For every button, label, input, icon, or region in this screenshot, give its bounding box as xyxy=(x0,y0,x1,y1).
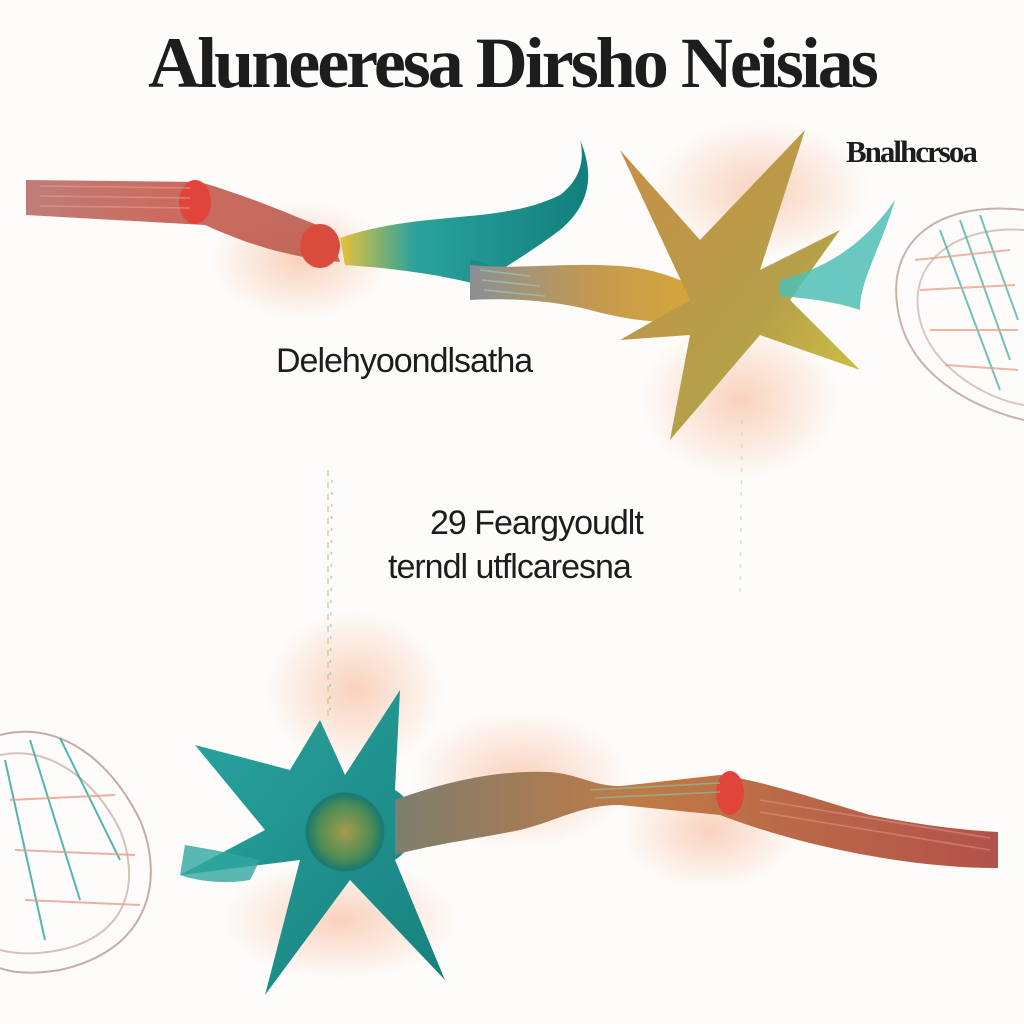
top-neuron-body xyxy=(620,130,895,440)
top-neck xyxy=(470,264,700,323)
bottom-axon xyxy=(395,771,998,868)
label-mid-left: Delehyoondlsatha xyxy=(276,342,533,380)
diagram-title: Aluneeresa Dirsho Neisias xyxy=(148,23,879,103)
top-axon xyxy=(26,180,340,268)
vertical-threads xyxy=(327,419,743,720)
label-top-right: Bnalhcrsoa xyxy=(846,134,978,169)
bottom-neuron-body xyxy=(180,690,445,995)
label-center-line2: terndl utflcaresna xyxy=(388,548,632,586)
bottom-left-dna-helix xyxy=(0,730,152,974)
label-center-line1: 29 Feargyoudlt xyxy=(430,504,644,542)
top-right-dna-helix xyxy=(895,207,1024,421)
